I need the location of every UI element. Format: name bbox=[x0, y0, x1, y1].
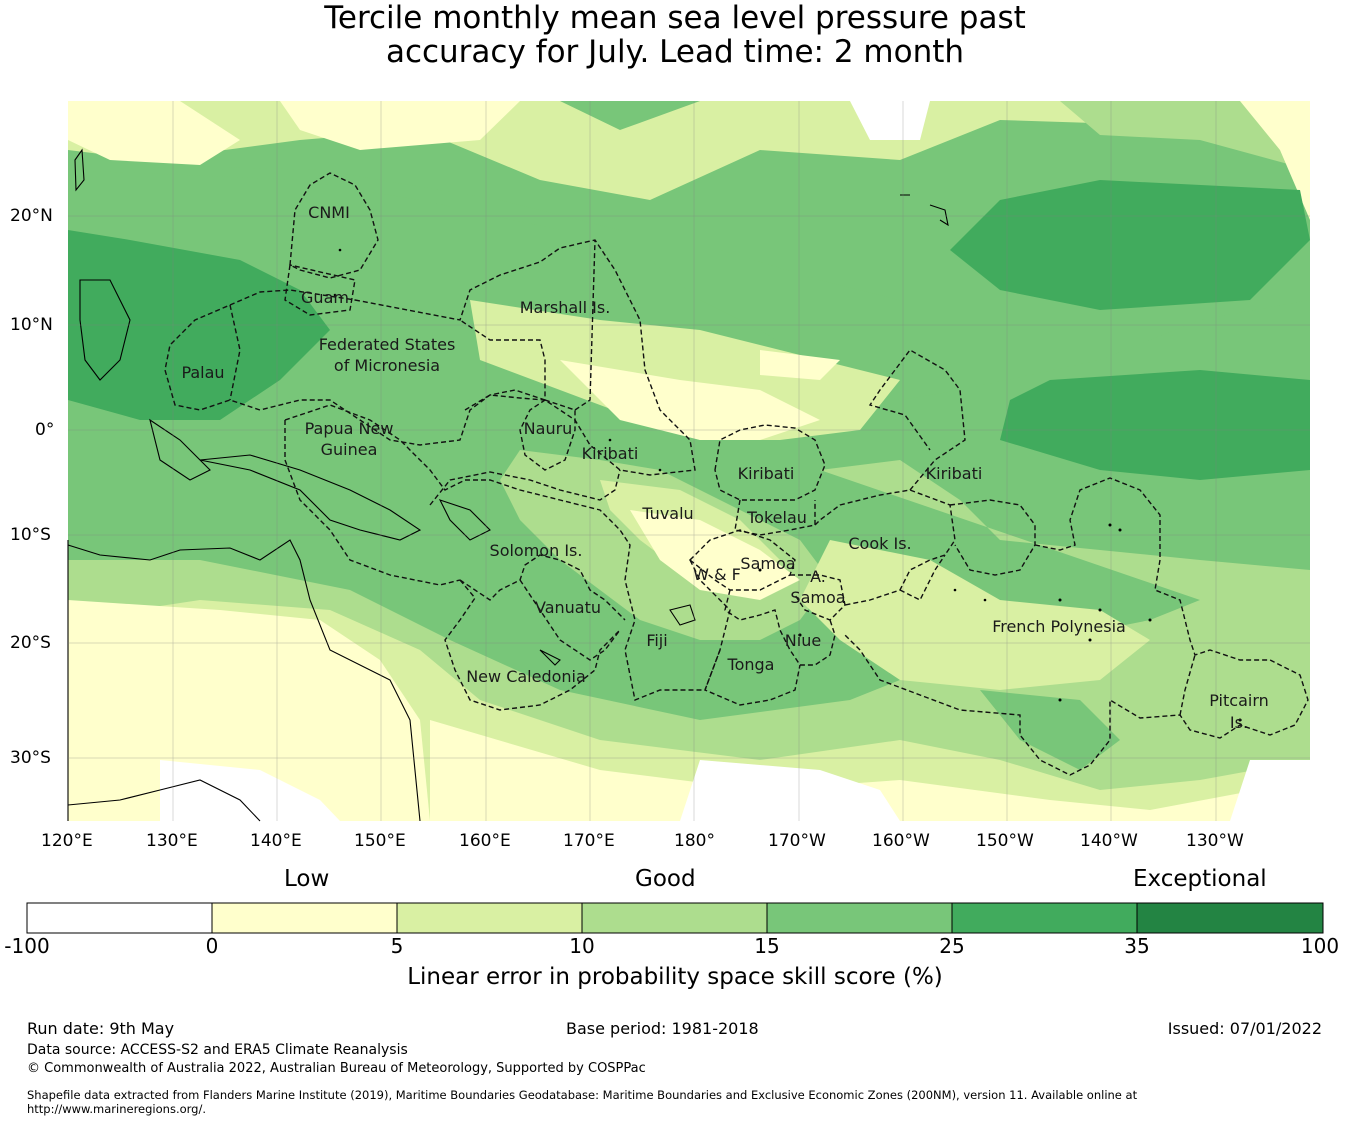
label-american-samoa-1: A. bbox=[810, 567, 826, 586]
lon-label: 160°W bbox=[872, 831, 930, 851]
lat-label: 10°N bbox=[10, 315, 53, 335]
lon-label: 140°E bbox=[250, 831, 302, 851]
category-low: Low bbox=[284, 866, 330, 892]
category-good: Good bbox=[635, 866, 696, 892]
label-new-caledonia: New Caledonia bbox=[466, 667, 586, 686]
colorbar-segment-7 bbox=[1137, 903, 1323, 933]
copyright: © Commonwealth of Australia 2022, Austra… bbox=[27, 1061, 646, 1076]
colorbar-segment-4 bbox=[582, 903, 767, 933]
skill-score-map: CNMI Guam Marshall Is. Federated States … bbox=[67, 101, 1310, 822]
label-fsm-2: of Micronesia bbox=[334, 356, 440, 375]
colorbar bbox=[26, 902, 1324, 934]
label-solomon: Solomon Is. bbox=[490, 541, 583, 560]
colorbar-tick: 25 bbox=[939, 934, 965, 958]
lat-label: 0° bbox=[35, 420, 55, 440]
chart-title-line2: accuracy for July. Lead time: 2 month bbox=[385, 34, 965, 70]
run-date: Run date: 9th May bbox=[27, 1019, 175, 1038]
chart-title-line1: Tercile monthly mean sea level pressure … bbox=[324, 0, 1026, 36]
shapefile-url[interactable]: http://www.marineregions.org/. bbox=[27, 1102, 206, 1116]
shapefile-credit: Shapefile data extracted from Flanders M… bbox=[27, 1088, 1138, 1102]
label-pitcairn-2: Is. bbox=[1230, 713, 1248, 732]
label-kiribati-east: Kiribati bbox=[926, 464, 983, 483]
eez-boundaries bbox=[164, 172, 1309, 776]
lat-label: 20°N bbox=[10, 206, 53, 226]
colorbar-frame bbox=[26, 902, 1324, 934]
graticule bbox=[68, 101, 1310, 821]
skill-field bbox=[68, 101, 1310, 821]
lon-label: 130°E bbox=[146, 831, 198, 851]
lon-label: 160°E bbox=[459, 831, 511, 851]
colorbar-tick: 5 bbox=[390, 934, 404, 958]
label-samoa: Samoa bbox=[740, 554, 795, 573]
colorbar-label: Linear error in probability space skill … bbox=[407, 964, 943, 990]
lon-label: 170°W bbox=[768, 831, 826, 851]
label-fiji: Fiji bbox=[646, 631, 667, 650]
colorbar-segment-6 bbox=[952, 903, 1137, 933]
lon-label: 180° bbox=[674, 831, 715, 851]
lon-label: 140°W bbox=[1080, 831, 1138, 851]
data-source: Data source: ACCESS-S2 and ERA5 Climate … bbox=[27, 1042, 408, 1058]
label-tonga: Tonga bbox=[727, 655, 775, 674]
colorbar-segment-3 bbox=[397, 903, 582, 933]
label-marshall: Marshall Is. bbox=[520, 298, 611, 317]
colorbar-tick: 0 bbox=[205, 934, 219, 958]
label-png-1: Papua New bbox=[305, 419, 394, 438]
label-american-samoa-2: Samoa bbox=[790, 588, 845, 607]
label-wallis-futuna: W & F bbox=[693, 565, 741, 584]
category-exceptional: Exceptional bbox=[1133, 866, 1267, 892]
lat-label: 30°S bbox=[10, 748, 51, 768]
islands bbox=[333, 248, 1242, 722]
label-fsm-1: Federated States bbox=[319, 335, 456, 354]
label-niue: Niue bbox=[785, 631, 821, 650]
label-guam: Guam bbox=[301, 288, 349, 307]
colorbar-segment-2 bbox=[212, 903, 397, 933]
lon-label: 130°W bbox=[1186, 831, 1244, 851]
colorbar-tick: 100 bbox=[1300, 934, 1340, 958]
colorbar-segment-5 bbox=[767, 903, 952, 933]
colorbar-tick: 35 bbox=[1124, 934, 1150, 958]
label-cook: Cook Is. bbox=[848, 534, 911, 553]
label-vanuatu: Vanuatu bbox=[535, 598, 601, 617]
label-kiribati-west: Kiribati bbox=[582, 444, 639, 463]
lon-label: 150°E bbox=[354, 831, 406, 851]
base-period: Base period: 1981-2018 bbox=[566, 1019, 759, 1038]
region-labels: CNMI Guam Marshall Is. Federated States … bbox=[181, 203, 1268, 732]
lat-label: 10°S bbox=[10, 525, 51, 545]
label-tuvalu: Tuvalu bbox=[641, 504, 693, 523]
label-png-2: Guinea bbox=[321, 440, 378, 459]
coastlines bbox=[67, 148, 949, 822]
lon-label: 120°E bbox=[41, 831, 93, 851]
label-kiribati-central: Kiribati bbox=[738, 464, 795, 483]
lon-label: 150°W bbox=[976, 831, 1034, 851]
colorbar-segment-1 bbox=[27, 903, 212, 933]
issued-date: Issued: 07/01/2022 bbox=[1167, 1019, 1322, 1038]
colorbar-dividers bbox=[211, 903, 1138, 933]
label-french-polynesia: French Polynesia bbox=[992, 617, 1126, 636]
colorbar-tick: 10 bbox=[569, 934, 595, 958]
label-cnmi: CNMI bbox=[308, 203, 350, 222]
lat-label: 20°S bbox=[10, 633, 51, 653]
label-palau: Palau bbox=[181, 363, 224, 382]
label-pitcairn-1: Pitcairn bbox=[1209, 691, 1269, 710]
lon-label: 170°E bbox=[563, 831, 615, 851]
colorbar-tick: -100 bbox=[4, 934, 50, 958]
label-tokelau: Tokelau bbox=[746, 508, 807, 527]
label-nauru: Nauru bbox=[524, 419, 573, 438]
colorbar-tick: 15 bbox=[754, 934, 780, 958]
